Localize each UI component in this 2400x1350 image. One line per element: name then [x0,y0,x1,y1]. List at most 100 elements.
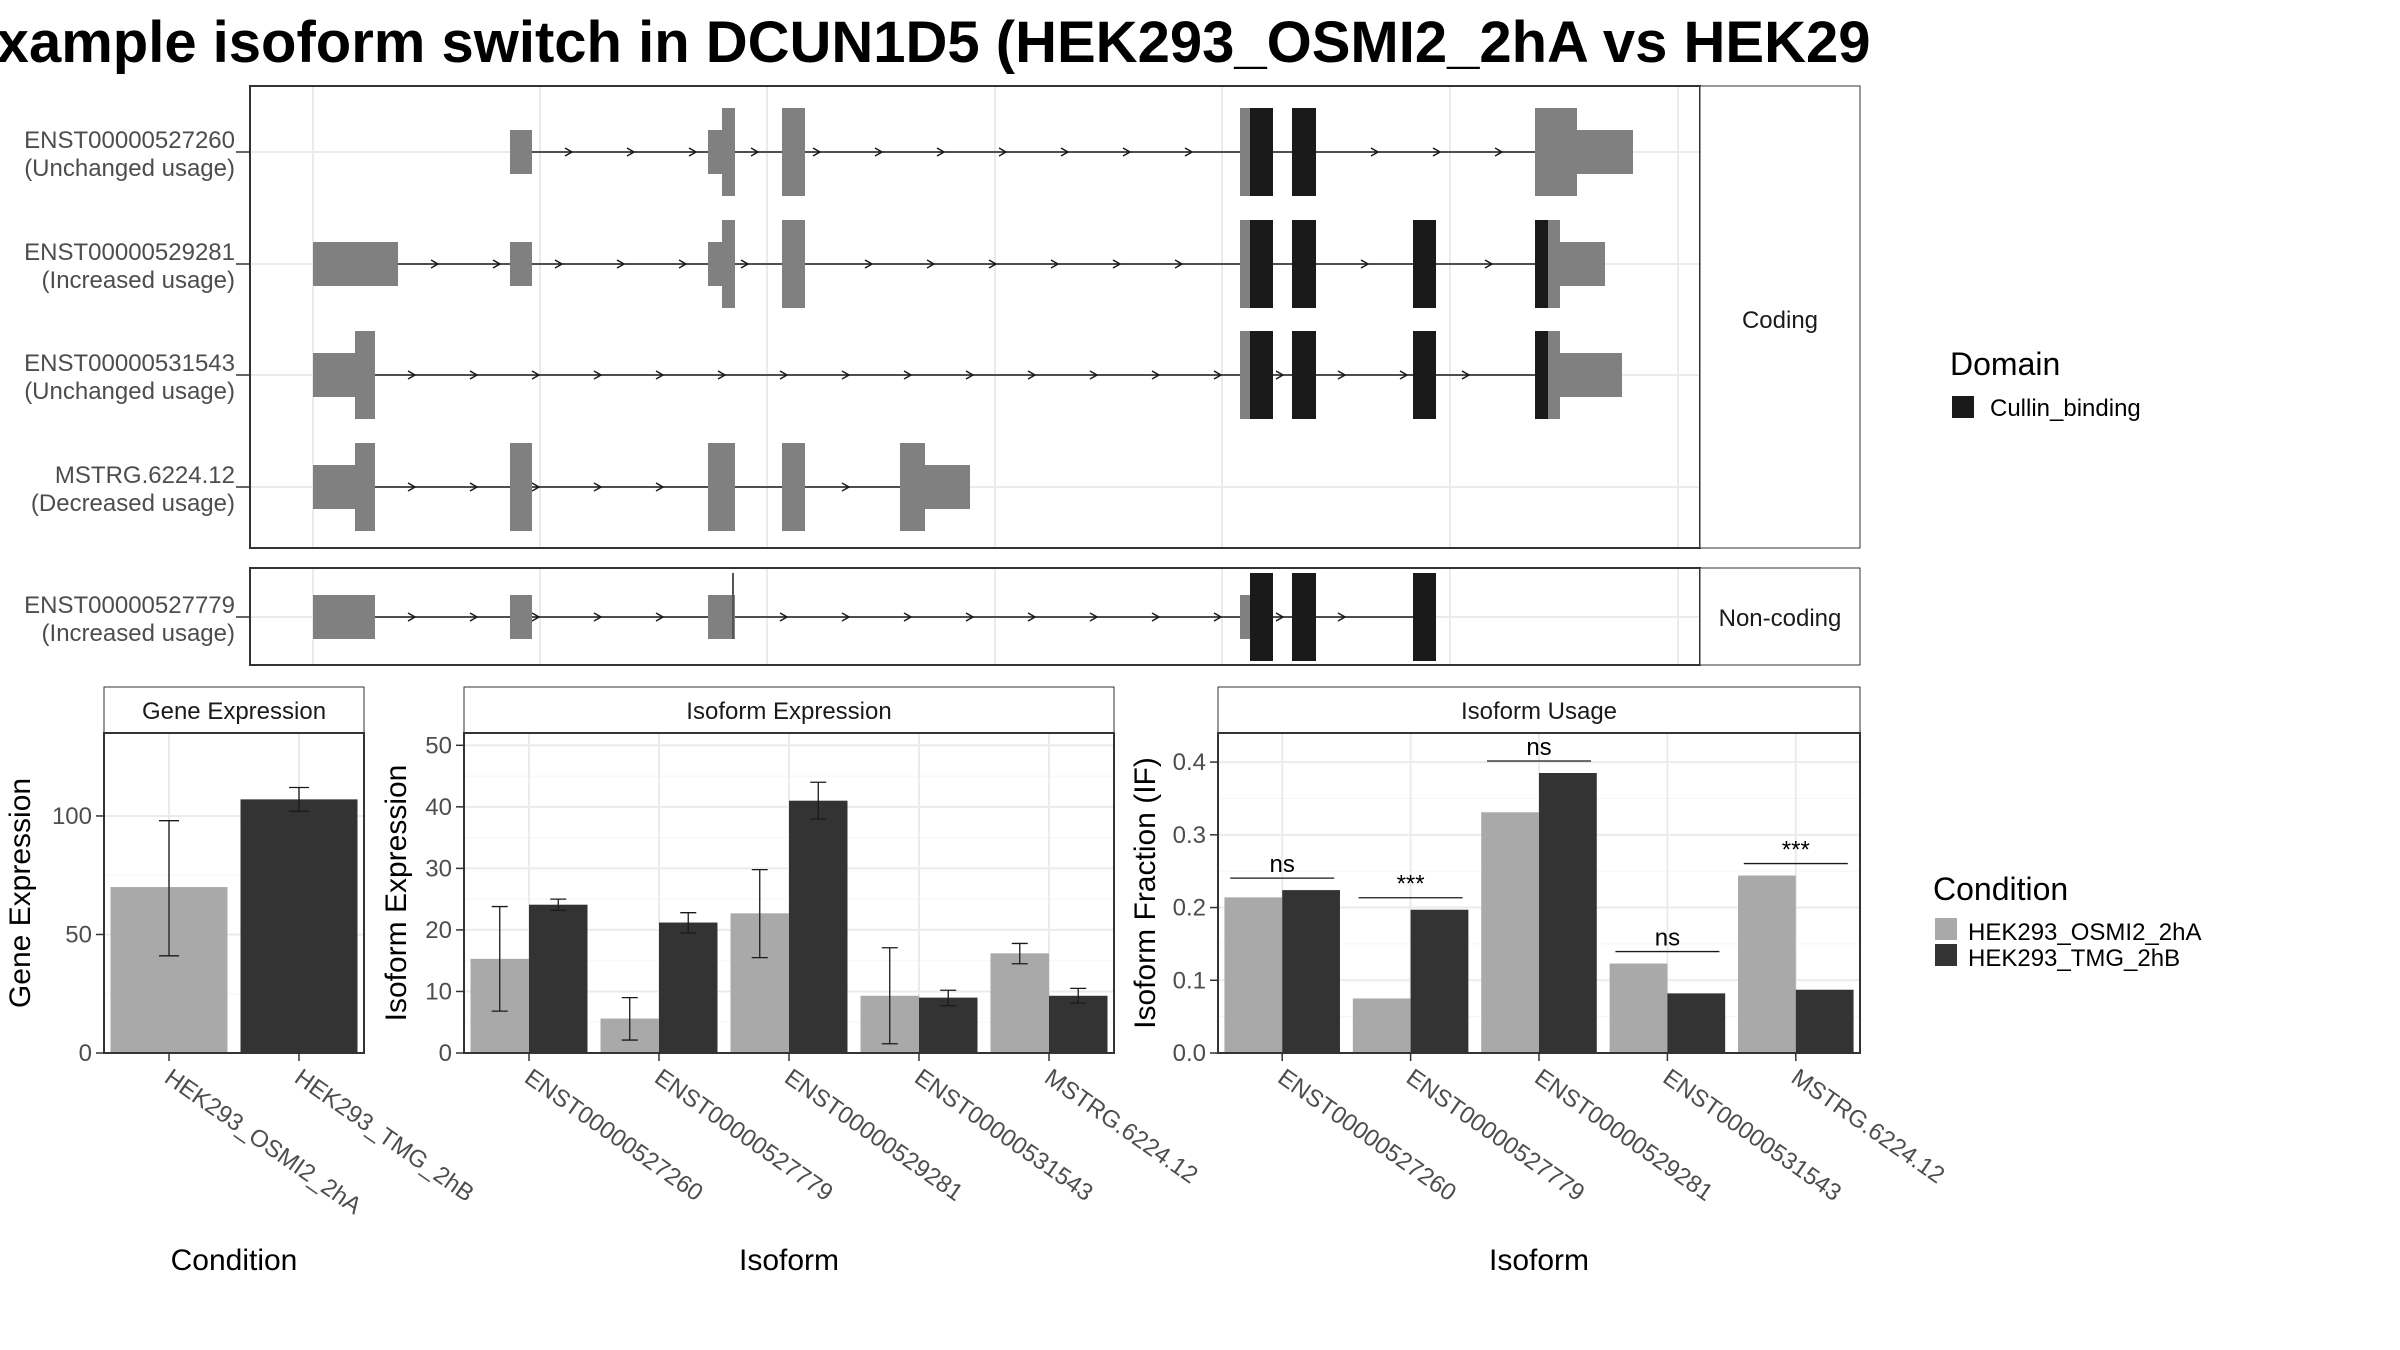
y-tick-label: 100 [52,803,92,830]
exon-block [782,220,805,308]
y-tick-label: 40 [425,794,452,821]
bar [1795,989,1854,1053]
panel-strip [103,686,365,734]
intron-arrow [430,259,440,269]
exon-block [900,443,925,531]
strip-coding-label: Coding [1742,307,1818,334]
intron-arrow [812,147,822,157]
domain-block [1250,220,1273,308]
bar [1738,875,1796,1053]
intron-arrow [655,370,665,380]
domain-block [1292,220,1316,308]
intron-arrow [492,259,502,269]
exon-block [722,108,735,196]
panel-strip [1217,686,1861,734]
intron-arrow [469,370,479,380]
intron-arrow [864,259,874,269]
intron-arrow [1060,147,1070,157]
significance-label: ns [1270,851,1295,878]
domain-block [1250,108,1273,196]
exon-block [782,108,805,196]
domain-legend-key [1952,396,1974,418]
intron-arrow [407,612,417,622]
intron-arrow [593,482,603,492]
exon-block [708,595,735,639]
exon-block [510,443,532,531]
intron-arrow [874,147,884,157]
domain-block [1250,331,1273,419]
intron-arrow [1399,370,1409,380]
y-tick-label: 0.2 [1173,895,1206,922]
strip-coding [1699,85,1861,549]
transcript-usage-label: (Decreased usage) [31,490,235,517]
exon-block [708,242,722,286]
condition-legend-title: Condition [1933,871,2068,907]
domain-block [1535,331,1548,419]
intron-arrow [1050,259,1060,269]
transcript-id-label: ENST00000527260 [24,127,235,154]
y-axis-title: Isoform Fraction (IF) [1129,757,1162,1029]
chart-title: Example isoform switch in DCUN1D5 (HEK29… [0,8,1870,78]
intron-arrow [678,259,688,269]
y-tick-label: 30 [425,855,452,882]
panel-border [103,732,365,1054]
exon-block [1535,108,1577,196]
y-tick-label: 0.0 [1173,1040,1206,1067]
bar [990,953,1049,1053]
intron-arrow [564,147,574,157]
intron-arrow [1089,370,1099,380]
transcript-usage-label: (Increased usage) [42,267,235,294]
exon-block [313,595,375,639]
intron-arrow [1213,612,1223,622]
significance-label: ns [1526,734,1551,761]
intron-arrow [1275,612,1285,622]
exon-block [1577,130,1633,174]
transcript-usage-label: (Unchanged usage) [24,378,235,405]
y-tick-label: 10 [425,978,452,1005]
condition-legend-key-a [1935,918,1957,940]
chart-title-text: Example isoform switch in DCUN1D5 (HEK29… [0,10,1870,75]
intron-arrow [779,370,789,380]
intron-arrow [1275,370,1285,380]
intron-arrow [740,259,750,269]
y-tick-label: 0.4 [1173,749,1206,776]
y-tick-label: 50 [425,732,452,759]
bar [1224,897,1283,1053]
exon-block [1240,108,1250,196]
bar [1410,909,1469,1053]
intron-arrow [1151,612,1161,622]
intron-arrow [965,612,975,622]
exon-block [355,443,375,531]
intron-arrow [531,612,541,622]
exon-block [722,220,735,308]
bar [1481,812,1539,1053]
intron-arrow [593,370,603,380]
intron-arrow [1337,370,1347,380]
transcript-usage-label: (Increased usage) [42,620,235,647]
condition-legend-label-a: HEK293_OSMI2_2hA [1968,919,2201,946]
bar [789,800,848,1053]
intron-arrow [998,147,1008,157]
exon-block [355,331,375,419]
exon-block [313,353,355,397]
bar [240,799,358,1053]
intron-arrow [1174,259,1184,269]
domain-legend-title: Domain [1950,346,2060,382]
intron-arrow [1337,612,1347,622]
intron-arrow [1112,259,1122,269]
panel-coding-bg [250,86,1700,548]
domain-block [1292,573,1316,661]
intron-arrow [1494,147,1504,157]
intron-arrow [841,612,851,622]
exon-block [510,595,532,639]
transcript-id-label: ENST00000531543 [24,350,235,377]
bar [529,904,588,1053]
transcript-id-label: ENST00000529281 [24,239,235,266]
panel-strip [463,686,1115,734]
intron-arrow [1360,259,1370,269]
exon-block [313,465,355,509]
intron-arrow [841,370,851,380]
panel-title: Isoform Expression [686,698,891,725]
intron-arrow [407,482,417,492]
